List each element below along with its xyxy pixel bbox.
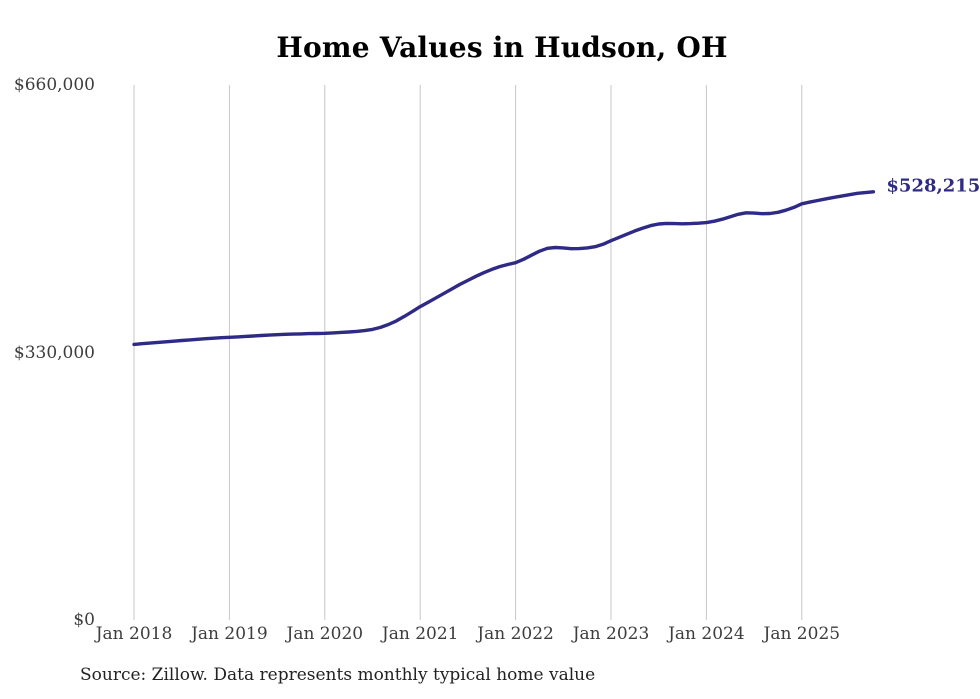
source-note: Source: Zillow. Data represents monthly … <box>80 665 596 685</box>
x-axis-label: Jan 2018 <box>95 624 173 644</box>
end-value-label: $528,215 <box>886 175 980 197</box>
x-axis-label: Jan 2022 <box>477 624 554 644</box>
chart-title: Home Values in Hudson, OH <box>276 31 728 64</box>
y-axis-label: $660,000 <box>13 75 95 95</box>
y-axis-label: $330,000 <box>13 342 95 363</box>
gridlines-group <box>133 85 803 620</box>
x-axis-label: Jan 2023 <box>572 624 650 644</box>
x-axis-label: Jan 2024 <box>668 624 745 644</box>
x-axis-label: Jan 2021 <box>381 624 459 644</box>
x-axis-label: Jan 2020 <box>286 624 364 644</box>
home-values-line <box>132 190 876 347</box>
x-axis-label: Jan 2019 <box>191 624 268 644</box>
x-axis-label: Jan 2025 <box>763 624 841 644</box>
y-axis-label: $0 <box>73 610 95 630</box>
